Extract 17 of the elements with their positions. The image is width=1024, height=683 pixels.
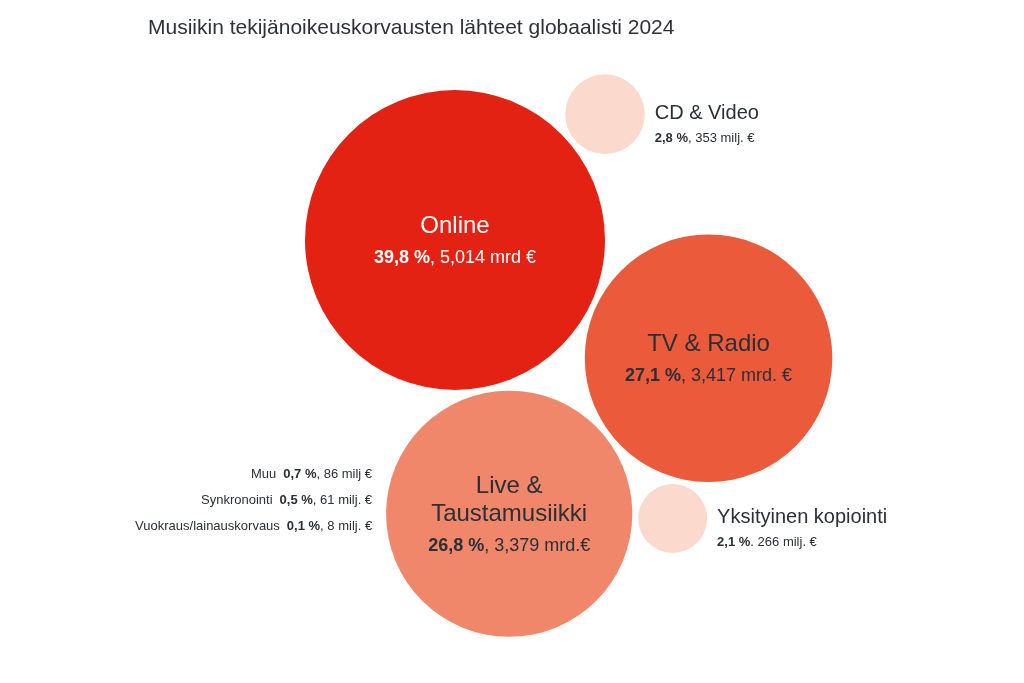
category-label: Synkronointi (201, 491, 273, 507)
data-label: 39,8 %, 5,014 mrd € (372, 246, 538, 269)
category-label: Live & Taustamusiikki (430, 470, 589, 527)
category-label: CD & Video (654, 100, 759, 125)
category-label: Online (419, 211, 491, 239)
category-label: Muu (250, 465, 277, 481)
data-label: 2,1 %. 266 milj. € (717, 533, 818, 552)
data-label: 0,5 %, 61 milj. € (279, 491, 373, 507)
data-label: 0,7 %, 86 milj € (283, 465, 373, 481)
text: Musiikin tekijänoikeuskorvausten lähteet globaalisti 2024 (148, 15, 675, 39)
data-label: 2,8 %, 353 milj. € (654, 129, 756, 148)
data-label: 0,1 %, 8 milj. € (286, 517, 373, 533)
data-label: 26,8 %, 3,379 mrd.€ (427, 533, 592, 557)
category-label: Yksityinen kopiointi (717, 504, 888, 529)
category-label: TV & Radio (646, 329, 771, 358)
category-label: Vuokraus/lainauskorvaus (135, 517, 280, 533)
data-label: 27,1 %, 3,417 mrd. € (624, 364, 794, 388)
